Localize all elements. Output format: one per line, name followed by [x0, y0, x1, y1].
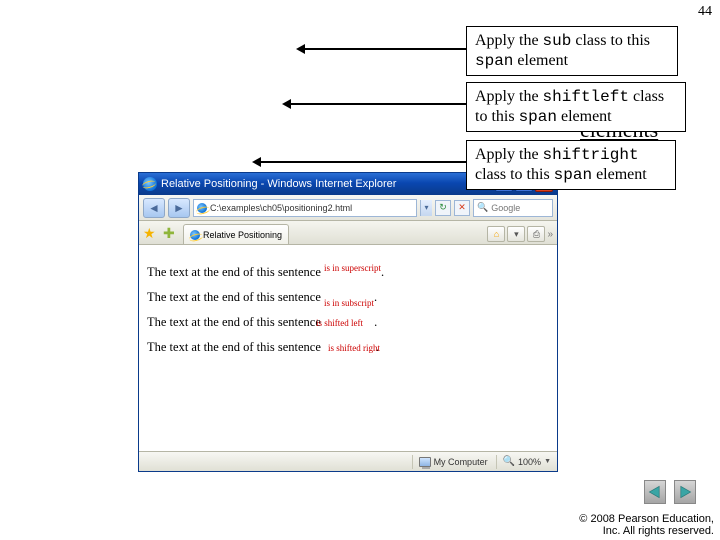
address-text: C:\examples\ch05\positioning2.html: [210, 203, 352, 213]
sentence-2: The text at the end of this sentence is …: [147, 290, 549, 305]
sentence-3: The text at the end of this sentence is …: [147, 315, 549, 330]
span-superscript: is in superscript: [324, 263, 381, 273]
tab-label: Relative Positioning: [203, 230, 282, 240]
callout-code: sub: [543, 32, 572, 50]
span-shiftright: is shifted right: [328, 343, 380, 353]
search-icon: 🔍: [477, 202, 488, 213]
copyright: © 2008 Pearson Education, Inc. All right…: [579, 513, 714, 538]
feeds-button[interactable]: ▾: [507, 226, 525, 242]
callout-shiftright: Apply the shiftright class to this span …: [466, 140, 676, 190]
status-bar: My Computer 🔍 100% ▼: [139, 451, 557, 471]
computer-icon: [419, 457, 431, 467]
search-box[interactable]: 🔍 Google: [473, 199, 553, 217]
sentence-base: The text at the end of this sentence: [147, 340, 321, 354]
nav-toolbar: ◄ ► C:\examples\ch05\positioning2.html ▾…: [139, 195, 557, 221]
tab-icon: [190, 230, 200, 240]
span-subscript: is in subscript: [324, 298, 374, 308]
page-icon: [197, 203, 207, 213]
home-button[interactable]: ⌂: [487, 226, 505, 242]
forward-button[interactable]: ►: [168, 198, 190, 218]
prev-slide-button[interactable]: [644, 480, 666, 504]
refresh-button[interactable]: ↻: [435, 200, 451, 216]
callout-sub: Apply the sub class to this span element: [466, 26, 678, 76]
zone-text: My Computer: [434, 457, 488, 467]
callout-text: Apply the: [475, 32, 543, 49]
copyright-line: © 2008 Pearson Education,: [579, 513, 714, 526]
sentence-base: The text at the end of this sentence: [147, 290, 321, 304]
stop-button[interactable]: ✕: [454, 200, 470, 216]
tab-tools: ⌂ ▾ ⎙ »: [487, 226, 553, 242]
page-number: 44: [698, 4, 712, 20]
callout-arrow: [304, 48, 466, 50]
callout-arrow: [260, 161, 466, 163]
callout-code: span: [554, 166, 592, 184]
address-dropdown[interactable]: ▾: [420, 200, 432, 216]
callout-code: shiftleft: [543, 88, 629, 106]
tab-bar: ★ ✚ Relative Positioning ⌂ ▾ ⎙ »: [139, 221, 557, 245]
callout-text: class to this: [475, 166, 554, 183]
callout-text: element: [592, 166, 647, 183]
status-zoom[interactable]: 🔍 100% ▼: [496, 455, 551, 469]
callout-code: span: [519, 108, 557, 126]
callout-text: class to this: [571, 32, 650, 49]
print-button[interactable]: ⎙: [527, 226, 545, 242]
slide-nav: [644, 480, 696, 504]
sentence-1: The text at the end of this sentence is …: [147, 265, 549, 280]
callout-text: Apply the: [475, 88, 543, 105]
status-zone: My Computer: [412, 455, 488, 469]
callout-text: element: [557, 108, 612, 125]
sentence-base: The text at the end of this sentence: [147, 315, 321, 329]
span-shiftleft: is shifted left: [316, 318, 363, 328]
tab-active[interactable]: Relative Positioning: [183, 224, 289, 244]
callout-arrow: [290, 103, 466, 105]
back-button[interactable]: ◄: [143, 198, 165, 218]
callout-code: span: [475, 52, 513, 70]
zoom-icon: 🔍: [503, 456, 515, 467]
callout-code: shiftright: [543, 146, 639, 164]
copyright-line: Inc. All rights reserved.: [579, 525, 714, 538]
sentence-4: The text at the end of this sentence is …: [147, 340, 549, 355]
window-title: Relative Positioning - Windows Internet …: [161, 178, 491, 190]
next-slide-button[interactable]: [674, 480, 696, 504]
zoom-text: 100%: [518, 457, 541, 467]
favorites-icon[interactable]: ★: [143, 225, 159, 241]
zoom-dropdown-icon: ▼: [544, 458, 551, 465]
callout-text: element: [513, 52, 568, 69]
page-content: The text at the end of this sentence is …: [139, 245, 557, 445]
ie-icon: [143, 177, 157, 191]
triangle-right-icon: [678, 485, 692, 499]
browser-window: Relative Positioning - Windows Internet …: [138, 172, 558, 472]
search-placeholder: Google: [491, 203, 520, 213]
add-favorites-icon[interactable]: ✚: [163, 225, 179, 241]
sentence-base: The text at the end of this sentence: [147, 265, 321, 279]
triangle-left-icon: [648, 485, 662, 499]
callout-shiftleft: Apply the shiftleft class to this span e…: [466, 82, 686, 132]
address-bar[interactable]: C:\examples\ch05\positioning2.html: [193, 199, 417, 217]
toolbar-chevron[interactable]: »: [547, 229, 553, 240]
callout-text: Apply the: [475, 146, 543, 163]
